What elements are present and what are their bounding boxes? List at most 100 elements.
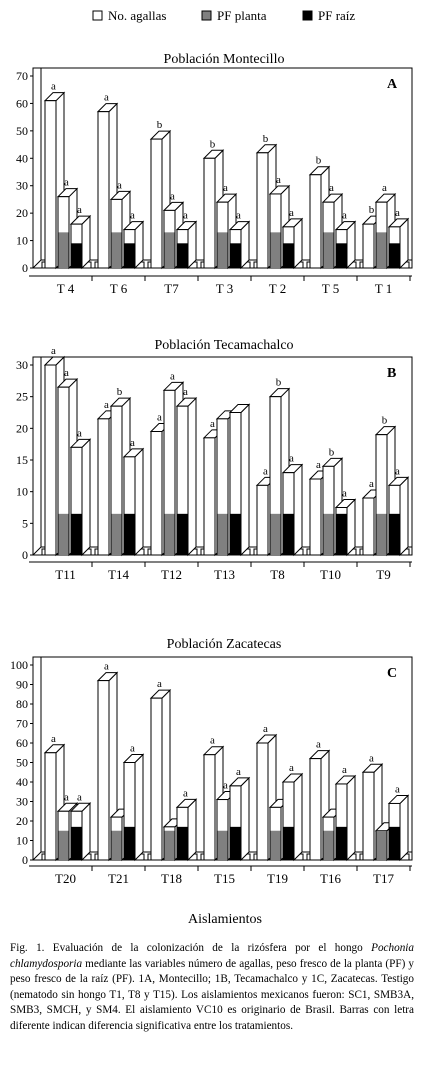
significance-letter: a (104, 661, 109, 673)
bar-pf-planta-fill (217, 232, 228, 268)
bar-agallas-face (97, 418, 110, 556)
y-tick-label: 60 (16, 96, 28, 110)
bar-pf-raiz-side (81, 438, 91, 557)
panel-label: B (387, 366, 396, 381)
panel-label: A (387, 77, 398, 92)
bar-agallas-face (150, 138, 163, 269)
bar-pf-raiz-side (293, 463, 303, 557)
x-tick-label: T 1 (375, 281, 392, 296)
bar-pf-raiz-side (187, 396, 197, 557)
significance-letter: a (382, 182, 387, 194)
x-tick-label: T12 (161, 567, 182, 582)
bar-pf-planta-fill (111, 232, 122, 268)
significance-letter: a (395, 465, 400, 477)
significance-letter: a (236, 210, 241, 222)
y-tick-label: 70 (16, 717, 28, 731)
significance-letter: a (289, 453, 294, 465)
significance-letter: a (342, 488, 347, 500)
bar-pf-raiz (228, 220, 251, 270)
x-tick-label: T16 (320, 871, 341, 886)
significance-letter: a (77, 427, 82, 439)
bar-pf-planta-fill (323, 513, 334, 555)
bar-pf-raiz-side (240, 776, 250, 862)
bar-pf-raiz-side (346, 774, 356, 862)
significance-letter: a (316, 739, 321, 751)
bar-agallas-face (362, 497, 375, 556)
bar-agallas-face (362, 223, 375, 269)
y-tick-label: 100 (10, 658, 28, 672)
x-tick-label: T15 (214, 871, 235, 886)
significance-letter: a (157, 412, 162, 424)
panel-montecillo: Población Montecillo 0 10 20 30 40 50 60 70 A T 4… (16, 52, 413, 296)
bar-agallas-face (256, 484, 269, 556)
bar-agallas-face (309, 758, 322, 861)
significance-letter: a (183, 386, 188, 398)
significance-letter: a (64, 177, 69, 189)
significance-letter: a (130, 210, 135, 222)
x-tick-label: T 6 (110, 281, 128, 296)
y-tick-label: 5 (22, 516, 28, 530)
x-tick-label: T21 (108, 871, 129, 886)
y-tick-label: 80 (16, 697, 28, 711)
bar-pf-planta-fill (58, 513, 69, 555)
bar-pf-raiz-side (346, 498, 356, 557)
significance-letter: a (395, 783, 400, 795)
significance-letter: a (104, 399, 109, 411)
legend-label-agallas: No. agallas (108, 8, 166, 23)
bar-agallas-face (44, 752, 57, 861)
bar-pf-planta-fill (58, 232, 69, 268)
significance-letter: a (170, 190, 175, 202)
significance-letter: b (157, 119, 163, 131)
bar-pf-raiz (387, 476, 410, 557)
y-tick-label: 10 (16, 834, 28, 848)
significance-letter: b (369, 204, 375, 216)
panel-title: Población Zacatecas (167, 637, 282, 652)
significance-letter: a (183, 210, 188, 222)
x-tick-label: T8 (270, 567, 284, 582)
bar-pf-planta-fill (376, 513, 387, 555)
bar-pf-raiz (281, 772, 304, 862)
figure-canvas: No. agallas PF planta PF raíz Población … (10, 8, 413, 927)
bar-pf-raiz (122, 447, 145, 557)
bar-pf-planta-fill (376, 830, 387, 860)
significance-letter: a (51, 345, 56, 357)
legend: No. agallas PF planta PF raíz (92, 8, 355, 23)
caption-rest: mediante las variables número de agallas… (10, 957, 414, 1032)
significance-letter: a (210, 735, 215, 747)
x-tick-label: T19 (267, 871, 288, 886)
significance-letter: a (77, 204, 82, 216)
floor-corner (32, 259, 42, 269)
x-axis-title: Aislamientos (188, 912, 262, 927)
legend-swatch-agallas (92, 10, 103, 21)
bar-pf-planta-fill (270, 830, 281, 860)
bar-pf-raiz (69, 214, 92, 270)
y-tick-label: 0 (22, 853, 28, 867)
bar-pf-raiz-fill (124, 243, 135, 268)
bar-pf-raiz-fill (283, 826, 294, 860)
panel-zacatecas: Población Zacatecas 0 10 20 30 40 50 60 70 80 90 1… (10, 637, 413, 886)
bar-pf-raiz-fill (230, 243, 241, 268)
bar-pf-raiz (281, 217, 304, 270)
bar-pf-raiz-side (293, 772, 303, 862)
bar-pf-raiz-side (134, 447, 144, 557)
bar-pf-raiz-side (399, 476, 409, 557)
x-tick-label: T13 (214, 567, 235, 582)
bar-pf-raiz-fill (230, 513, 241, 555)
bar-pf-raiz-fill (124, 826, 135, 860)
y-tick-label: 20 (16, 421, 28, 435)
significance-letter: a (276, 174, 281, 186)
bar-agallas-face (309, 478, 322, 556)
bar-pf-raiz (228, 403, 251, 557)
significance-letter: a (289, 207, 294, 219)
bar-pf-raiz-side (399, 794, 409, 862)
significance-letter: a (170, 370, 175, 382)
x-tick-label: T20 (55, 871, 76, 886)
bar-agallas-face (203, 754, 216, 861)
significance-letter: b (276, 377, 282, 389)
bar-pf-raiz-fill (336, 243, 347, 268)
bar-pf-planta-fill (217, 830, 228, 860)
bar-pf-raiz-fill (71, 513, 82, 555)
bar-pf-raiz-side (134, 753, 144, 862)
x-tick-label: T18 (161, 871, 182, 886)
significance-letter: a (157, 678, 162, 690)
